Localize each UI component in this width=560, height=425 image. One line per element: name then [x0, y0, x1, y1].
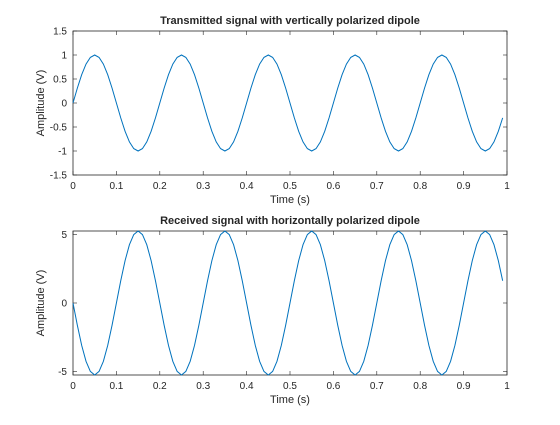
subplot-1-x-tick-label: 1 — [504, 381, 510, 392]
subplot-0-x-tick-label: 0.8 — [413, 181, 427, 192]
subplot-1-x-tick-label: 0.9 — [457, 381, 471, 392]
subplot-1-x-tick-label: 0.8 — [413, 381, 427, 392]
subplot-0-x-axis-label: Time (s) — [270, 194, 310, 206]
subplot-transmitted: 0 0.1 0.2 0.3 0.4 0.5 0.6 0.7 0.8 0.9 1 -1.5 -1 -0.5 0… — [35, 15, 510, 206]
subplot-0-series-line-0 — [72, 54, 504, 152]
subplot-0-y-tick-label: 0.5 — [53, 75, 67, 86]
subplot-0-y-tick-label: 1.5 — [53, 27, 67, 38]
subplot-0-y-axis-label: Amplitude (V) — [35, 70, 47, 137]
subplot-1-x-tick-label: 0.7 — [370, 381, 384, 392]
subplot-0-y-tick-label: -0.5 — [50, 123, 68, 134]
subplot-1-y-tick-label: 5 — [61, 230, 67, 241]
subplot-1-chart-title: Received signal with horizontally polari… — [160, 215, 420, 227]
subplot-0-x-tick-label: 0 — [70, 181, 76, 192]
subplot-1-x-tick-label: 0 — [70, 381, 76, 392]
subplot-1-x-tick-label: 0.2 — [153, 381, 167, 392]
subplot-received: 0 0.1 0.2 0.3 0.4 0.5 0.6 0.7 0.8 0.9 1-505Receive… — [35, 215, 510, 406]
subplot-1-series-line-0 — [72, 230, 504, 376]
subplot-0-x-tick-label: 0.9 — [457, 181, 471, 192]
subplot-1-x-tick-label: 0.3 — [196, 381, 210, 392]
subplot-1-y-tick-label: -5 — [58, 367, 67, 378]
subplot-0-y-tick-label: 1 — [61, 51, 67, 62]
subplot-0-x-tick-label: 0.5 — [283, 181, 297, 192]
subplot-0-y-tick-label: -1.5 — [50, 171, 68, 182]
subplot-0-x-tick-label: 1 — [504, 181, 510, 192]
subplot-1-y-tick-label: 0 — [61, 299, 67, 310]
subplot-0-chart-title: Transmitted signal with vertically polar… — [160, 15, 420, 27]
subplot-1-y-axis-label: Amplitude (V) — [35, 270, 47, 337]
subplot-1-x-axis-label: Time (s) — [270, 394, 310, 406]
subplot-0-x-tick-label: 0.6 — [326, 181, 340, 192]
subplot-1-x-tick-label: 0.6 — [326, 381, 340, 392]
subplot-0-x-tick-label: 0.7 — [370, 181, 384, 192]
subplot-0-x-tick-label: 0.1 — [109, 181, 123, 192]
subplot-0-y-tick-label: 0 — [61, 99, 67, 110]
subplot-1-x-tick-label: 0.4 — [240, 381, 254, 392]
subplot-0-x-tick-label: 0.4 — [240, 181, 254, 192]
subplot-1-x-tick-label: 0.5 — [283, 381, 297, 392]
subplot-0-x-tick-label: 0.2 — [153, 181, 167, 192]
subplot-0-y-tick-label: -1 — [58, 147, 67, 158]
subplot-1-x-tick-label: 0.1 — [109, 381, 123, 392]
subplot-0-x-tick-label: 0.3 — [196, 181, 210, 192]
